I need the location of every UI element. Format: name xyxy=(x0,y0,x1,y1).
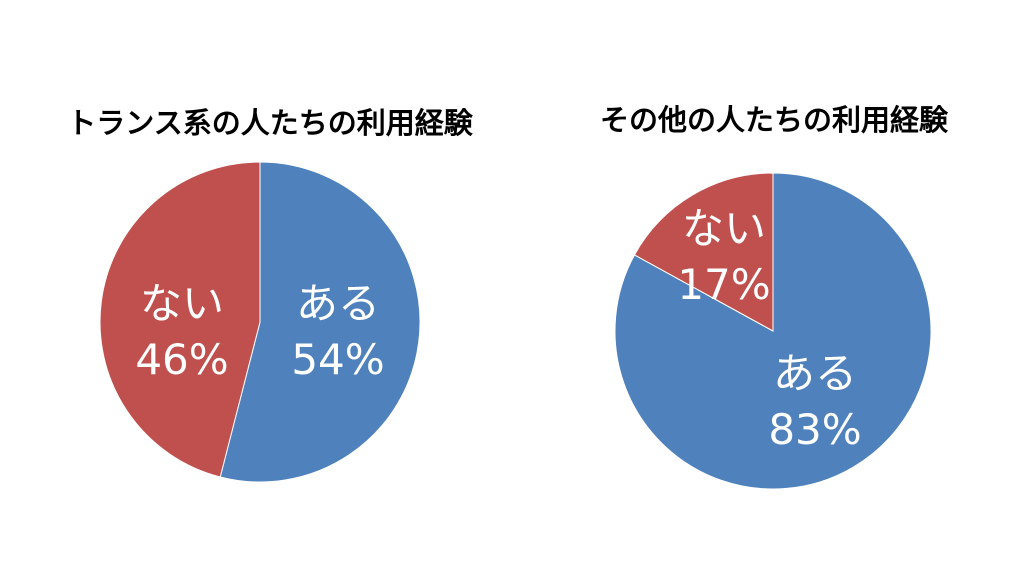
pie-slice-others-1 xyxy=(633,172,774,332)
pie-others: ある 83% ない 17% xyxy=(614,172,932,490)
slice-value-trans-1: 46% xyxy=(135,335,228,384)
pie-trans: ある 54% ない 46% xyxy=(99,161,421,483)
chart-title-others: その他の人たちの利用経験 xyxy=(599,103,948,137)
pie-slice-trans-1 xyxy=(99,161,261,478)
pie-slice-trans-0 xyxy=(219,161,421,483)
slice-value-others-1: 17% xyxy=(677,260,770,309)
slice-label-trans-1: ない xyxy=(140,279,224,328)
slice-label-others-0: ある xyxy=(773,349,857,398)
chart-title-trans: トランス系の人たちの利用経験 xyxy=(67,106,473,140)
slice-label-others-1: ない xyxy=(682,204,766,253)
slice-value-others-0: 83% xyxy=(768,405,861,454)
slice-value-trans-0: 54% xyxy=(291,335,384,384)
slice-label-trans-0: ある xyxy=(296,279,380,328)
